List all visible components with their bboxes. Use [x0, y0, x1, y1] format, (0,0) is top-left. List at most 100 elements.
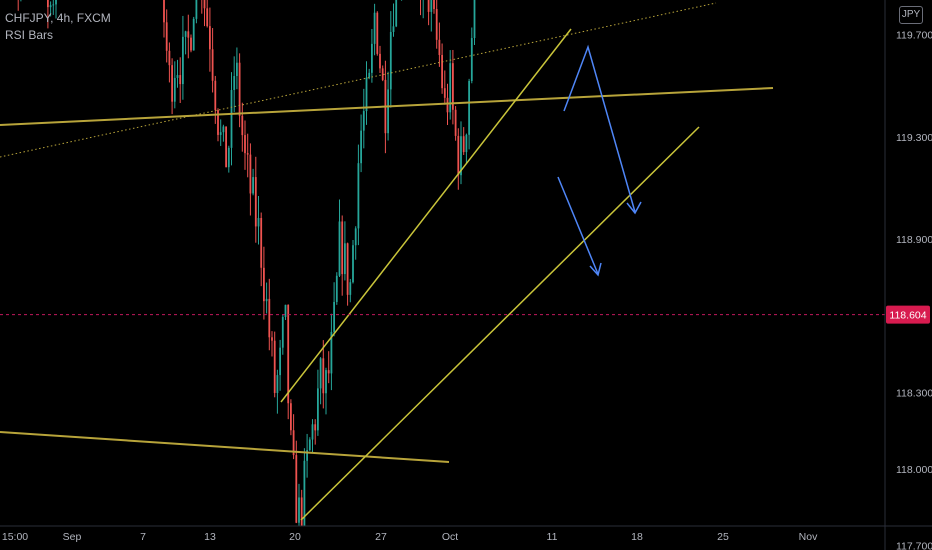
candle-body: [276, 375, 279, 393]
time-axis[interactable]: [0, 526, 885, 550]
candle-body: [381, 68, 384, 80]
y-tick-label: 118.000: [896, 464, 932, 476]
candle-body: [182, 36, 184, 85]
candle-body: [279, 347, 281, 376]
channel-lower-line[interactable]: [300, 126, 700, 521]
candle-body: [300, 497, 303, 528]
candle-body: [473, 0, 476, 39]
y-tick-label: 118.900: [896, 234, 932, 246]
candle-body: [257, 218, 260, 227]
candle-body: [346, 243, 349, 295]
candle-body: [225, 126, 227, 168]
candle-body: [441, 54, 443, 89]
x-tick-label: Sep: [63, 531, 82, 543]
candle-body: [295, 455, 298, 523]
candle-body: [268, 298, 271, 338]
candle-body: [341, 221, 344, 275]
candle-body: [427, 0, 430, 12]
candle-body: [55, 0, 57, 5]
candle-body: [49, 5, 52, 8]
candle-body: [338, 221, 341, 276]
candle-body: [452, 63, 454, 110]
candle-body: [389, 31, 392, 90]
candle-body: [465, 134, 468, 153]
candle-body: [298, 497, 300, 523]
x-tick-label: 7: [140, 531, 146, 543]
candle-body: [227, 147, 230, 168]
candle-body: [457, 135, 460, 176]
candle-body: [454, 109, 457, 136]
candle-body: [252, 177, 254, 194]
candle-body: [238, 62, 241, 116]
candle-body: [357, 163, 360, 229]
candle-body: [173, 77, 176, 102]
x-tick-label: 27: [375, 531, 387, 543]
candle-body: [254, 177, 257, 227]
x-tick-label: 25: [717, 531, 729, 543]
candle-body: [176, 75, 179, 78]
price-tag[interactable]: [886, 305, 930, 324]
candle-body: [214, 80, 217, 111]
candle-body: [314, 424, 317, 431]
candle-body: [319, 358, 322, 389]
indicator-label[interactable]: RSI Bars: [5, 28, 54, 42]
candle-body: [333, 301, 335, 332]
candle-body: [460, 136, 462, 176]
candle-body: [236, 62, 238, 77]
candle-body: [462, 136, 465, 153]
candle-body: [281, 316, 284, 348]
candle-body: [219, 132, 222, 135]
lower-trendline[interactable]: [0, 431, 450, 463]
candle-body: [373, 12, 376, 44]
candle-body: [163, 0, 165, 23]
candle-body: [222, 126, 225, 133]
chart-legend: CHFJPY, 4h, FXCM RSI Bars: [5, 10, 111, 44]
candle-body: [376, 12, 379, 54]
arrow-down[interactable]: [557, 176, 599, 275]
candle-body: [168, 50, 171, 66]
candle-body: [184, 31, 187, 37]
candle-body: [387, 89, 389, 134]
candle-body: [195, 0, 198, 19]
candle-body: [47, 0, 49, 8]
y-tick-label: 117.700: [896, 541, 932, 550]
candle-body: [263, 267, 265, 302]
candle-body: [354, 228, 357, 246]
candle-body: [206, 8, 209, 27]
candle-body: [327, 370, 330, 374]
candle-body: [52, 4, 55, 6]
candle-body: [179, 75, 182, 85]
candle-body: [308, 439, 311, 451]
candle-body: [470, 38, 473, 81]
x-tick-label: 11: [547, 531, 558, 543]
candle-body: [303, 460, 306, 528]
y-tick-label: 119.700: [896, 30, 932, 42]
candle-body: [395, 0, 398, 27]
x-tick-label: 13: [204, 531, 216, 543]
price-axis[interactable]: [885, 0, 932, 550]
symbol-label[interactable]: CHFJPY, 4h, FXCM: [5, 11, 111, 25]
candle-body: [217, 110, 219, 135]
candle-body: [360, 130, 362, 164]
candle-body: [292, 430, 295, 456]
candle-body: [190, 37, 192, 51]
candle-body: [249, 154, 252, 194]
upper-trendline[interactable]: [0, 87, 774, 126]
candle-body: [344, 243, 346, 275]
candle-body: [365, 77, 368, 112]
candle-body: [260, 218, 263, 268]
candle-body: [435, 8, 438, 40]
candle-body: [241, 115, 244, 136]
currency-badge[interactable]: JPY: [899, 6, 923, 24]
candle-body: [322, 358, 325, 394]
y-tick-label: 119.300: [896, 132, 932, 144]
candle-body: [246, 153, 249, 155]
candle-body: [438, 39, 441, 55]
arrow-up-down[interactable]: [563, 44, 636, 213]
candle-body: [171, 65, 173, 102]
drawings-layer: [0, 2, 774, 521]
candle-body: [349, 282, 352, 295]
channel-upper-line[interactable]: [280, 28, 572, 403]
